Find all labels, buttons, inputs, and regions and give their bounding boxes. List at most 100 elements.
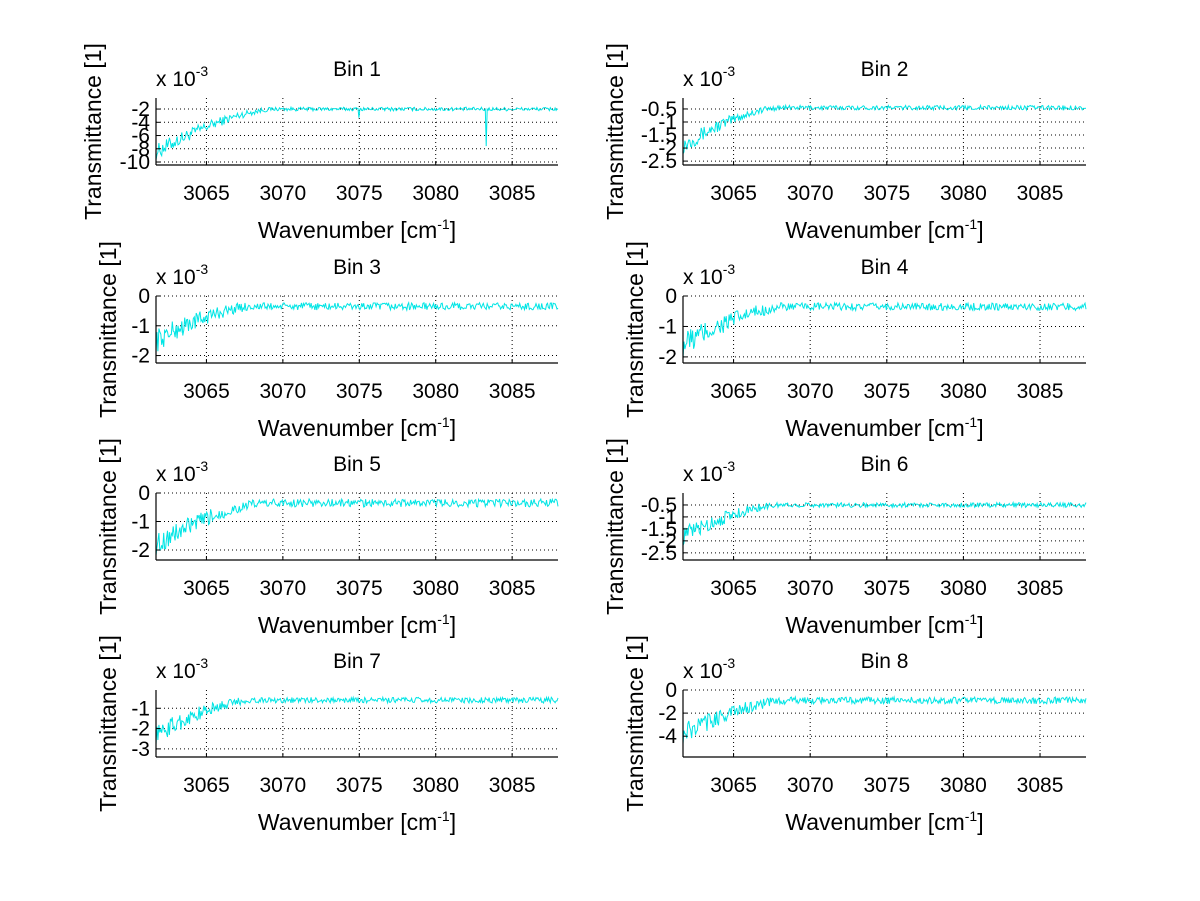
x-axis-label: Wavenumber [cm-1] <box>258 808 456 835</box>
subplot-title: Bin 5 <box>333 453 381 476</box>
x-tick-label: 3065 <box>710 380 757 403</box>
x-tick-label: 3070 <box>260 380 307 403</box>
y-tick-label: -1 <box>658 315 677 338</box>
y-tick-label: -4 <box>131 111 150 134</box>
x-axis-label: Wavenumber [cm-1] <box>785 611 983 638</box>
y-tick-label: -0.5 <box>641 98 677 121</box>
y-tick-label: -2 <box>131 345 150 368</box>
y-tick-label: -2 <box>131 98 150 121</box>
data-line-bin-6 <box>682 500 1087 546</box>
x-tick-label: 3080 <box>412 577 459 600</box>
x-tick-label: 3065 <box>183 774 230 797</box>
y-axis-label: Transmittance [1] <box>95 635 121 812</box>
x-tick-label: 3085 <box>489 774 536 797</box>
x-tick-label: 3080 <box>412 182 459 205</box>
x-tick-label: 3070 <box>787 380 834 403</box>
x-tick-label: 3070 <box>787 182 834 205</box>
x-tick-label: 3070 <box>260 577 307 600</box>
x-tick-label: 3065 <box>183 577 230 600</box>
x-tick-label: 3075 <box>863 380 910 403</box>
y-tick-label: -1.5 <box>641 124 677 147</box>
x-axis-label: Wavenumber [cm-1] <box>258 414 456 441</box>
data-line-bin-5 <box>155 497 559 556</box>
y-axis-label: Transmittance [1] <box>622 241 648 418</box>
subplot-title: Bin 2 <box>861 58 909 81</box>
subplot-bin-8: 3065 3070 3075 3080 3085 0-2-4 x 10-3 Bin 8 Wave… <box>622 635 1087 835</box>
x-tick-label: 3065 <box>710 182 757 205</box>
subplot-title: Bin 6 <box>861 453 909 476</box>
y-tick-label: -2.5 <box>641 542 677 565</box>
x-tick-label: 3080 <box>940 182 987 205</box>
subplot-title: Bin 7 <box>333 650 381 673</box>
y-axis-label: Transmittance [1] <box>602 43 628 220</box>
x-tick-label: 3085 <box>489 577 536 600</box>
x-tick-label: 3070 <box>787 774 834 797</box>
y-axis-label: Transmittance [1] <box>95 241 121 418</box>
y-tick-label: 0 <box>665 285 677 308</box>
y-tick-label: -0.5 <box>641 494 677 517</box>
x-tick-label: 3065 <box>710 774 757 797</box>
y-tick-label: -4 <box>658 725 677 748</box>
data-line-bin-7 <box>155 695 559 745</box>
y-tick-label: -1 <box>131 511 150 534</box>
y-tick-label: -10 <box>120 151 150 174</box>
y-multiplier: x 10-3 <box>683 261 735 289</box>
data-line-bin-1 <box>155 105 559 160</box>
y-multiplier: x 10-3 <box>156 458 208 486</box>
x-tick-label: 3085 <box>1017 380 1064 403</box>
subplot-bin-4: 3065 3070 3075 3080 3085 0 -1 -2 x 10-3 Bin 4 Wave… <box>622 241 1087 441</box>
x-axis-label: Wavenumber [cm-1] <box>258 611 456 638</box>
y-multiplier: x 10-3 <box>156 655 208 683</box>
y-tick-label: 0 <box>138 285 150 308</box>
x-tick-label: 3085 <box>1017 182 1064 205</box>
y-tick-label: 0 <box>138 482 150 505</box>
y-tick-label: -1 <box>658 506 677 529</box>
y-tick-label: -6 <box>131 125 150 148</box>
x-tick-label: 3080 <box>412 380 459 403</box>
x-axis-label: Wavenumber [cm-1] <box>785 216 983 243</box>
y-tick-label: -1.5 <box>641 518 677 541</box>
y-multiplier: x 10-3 <box>683 63 735 91</box>
y-tick-label: -2 <box>658 702 677 725</box>
subplot-title: Bin 8 <box>861 650 909 673</box>
data-line-bin-4 <box>682 301 1087 359</box>
x-tick-label: 3070 <box>787 577 834 600</box>
y-tick-label: -2.5 <box>641 150 677 173</box>
y-tick-label: -1 <box>131 697 150 720</box>
x-tick-label: 3070 <box>260 774 307 797</box>
subplot-title: Bin 3 <box>333 256 381 279</box>
y-axis-label: Transmittance [1] <box>95 438 121 615</box>
subplot-title: Bin 4 <box>861 256 909 279</box>
subplot-bin-5: 3065 3070 3075 3080 3085 0 -1 -2 x 10-3 Bin 5 Wave… <box>95 438 559 638</box>
x-tick-label: 3075 <box>336 577 383 600</box>
x-tick-label: 3085 <box>489 182 536 205</box>
subplot-bin-6: 3065 3070 3075 3080 3085 -0.5-1-1.5-2-2.5 x 10… <box>602 438 1087 638</box>
x-axis-label: Wavenumber [cm-1] <box>258 216 456 243</box>
x-tick-label: 3065 <box>183 182 230 205</box>
subplot-bin-3: 3065 3070 3075 3080 3085 0 -1 -2 x 10-3 Bin 3 Wave… <box>95 241 559 441</box>
y-multiplier: x 10-3 <box>683 458 735 486</box>
x-tick-label: 3065 <box>710 577 757 600</box>
x-axis-label: Wavenumber [cm-1] <box>785 808 983 835</box>
subplot-bin-1: 3065 3070 3075 3080 3085 -2-4-6-8-10 x 10-3 Bin… <box>80 43 559 243</box>
y-tick-label: -2 <box>131 718 150 741</box>
y-tick-label: -3 <box>131 738 150 761</box>
y-tick-label: -1 <box>131 315 150 338</box>
y-tick-label: -8 <box>131 138 150 161</box>
y-multiplier: x 10-3 <box>156 63 208 91</box>
subplot-title: Bin 1 <box>333 58 381 81</box>
x-tick-label: 3080 <box>940 774 987 797</box>
x-tick-label: 3085 <box>489 380 536 403</box>
y-tick-label: -2 <box>658 137 677 160</box>
x-tick-label: 3075 <box>863 577 910 600</box>
y-axis-label: Transmittance [1] <box>80 43 106 220</box>
data-line-bin-2 <box>682 103 1087 154</box>
x-tick-label: 3075 <box>336 380 383 403</box>
x-axis-label: Wavenumber [cm-1] <box>785 414 983 441</box>
data-line-bin-8 <box>682 695 1087 745</box>
y-tick-label: -1 <box>658 111 677 134</box>
x-tick-label: 3080 <box>940 577 987 600</box>
y-axis-label: Transmittance [1] <box>602 438 628 615</box>
y-tick-label: -2 <box>658 346 677 369</box>
